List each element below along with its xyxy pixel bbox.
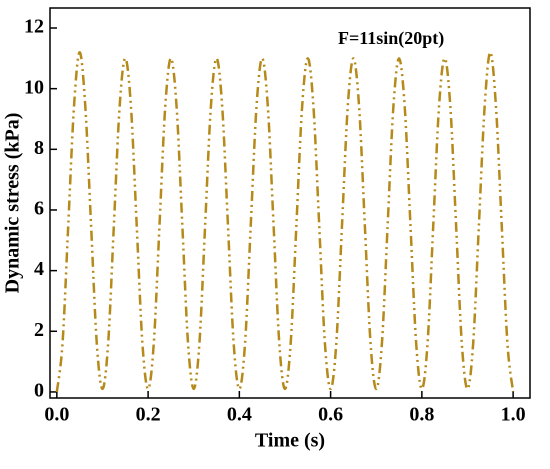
x-tick-label: 0.2 (136, 404, 161, 426)
y-axis-label: Dynamic stress (kPa) (2, 113, 24, 294)
x-tick-label: 0.8 (409, 404, 434, 426)
y-tick-label: 12 (24, 16, 44, 38)
x-tick-label: 1.0 (501, 404, 526, 426)
plot-frame (49, 7, 531, 399)
y-tick-label: 8 (34, 137, 44, 159)
data-line (55, 51, 515, 393)
y-tick-label: 2 (34, 319, 44, 341)
x-tick-label: 0.4 (227, 404, 252, 426)
x-tick-label: 0.0 (44, 404, 69, 426)
y-tick-label: 4 (34, 258, 44, 280)
y-tick-label: 6 (34, 198, 44, 220)
x-axis-label: Time (s) (255, 430, 325, 452)
y-tick-label: 0 (34, 380, 44, 402)
annotation: F=11sin(20pt) (338, 28, 444, 49)
y-tick-label: 10 (24, 76, 44, 98)
x-tick-label: 0.6 (318, 404, 343, 426)
